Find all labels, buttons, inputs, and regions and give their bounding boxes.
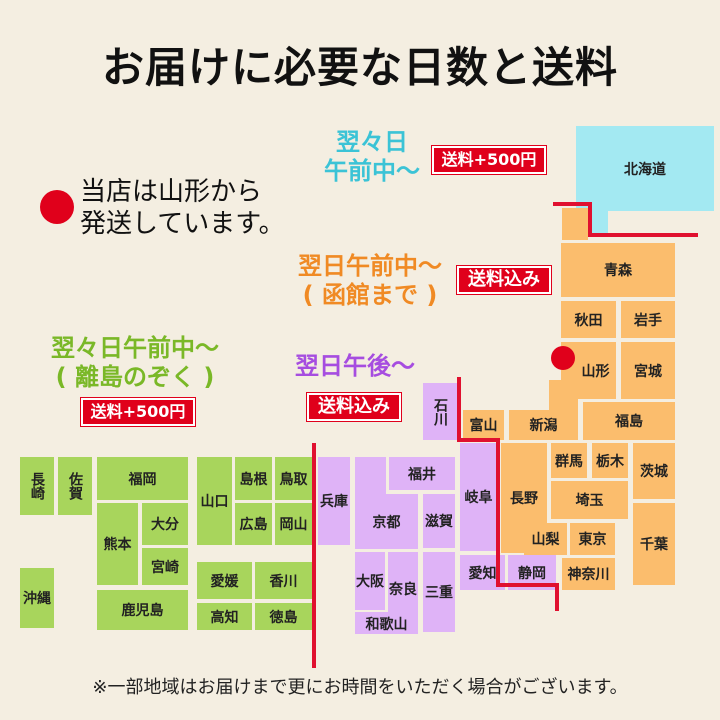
zone-tohoku-line2: ( 函館まで ): [302, 281, 438, 309]
pref-saga: 佐賀: [58, 457, 92, 515]
pref-fukui: 福井: [389, 457, 455, 490]
pref-nagasaki: 長崎: [20, 457, 54, 515]
boundary-line-north: [588, 233, 698, 237]
zone-west-fee-badge: 送料+500円: [80, 397, 196, 427]
kyoto-north: [355, 457, 386, 497]
niigata-north: [549, 380, 578, 410]
pref-hokkaido: 北海道: [576, 126, 714, 211]
note-line2: 発送しています。: [80, 209, 285, 239]
pref-saitama: 埼玉: [551, 481, 628, 519]
note-line1: 当店は山形から: [80, 177, 263, 207]
pref-tochigi: 栃木: [592, 443, 628, 478]
pref-aomori: 青森: [561, 243, 675, 297]
pref-iwate: 岩手: [621, 301, 675, 338]
pref-tottori: 鳥取: [275, 457, 312, 500]
zone-west-line2: ( 離島のぞく ): [55, 363, 215, 391]
zone-tohoku-line1: 翌日午前中～: [298, 252, 442, 280]
zone-kansai-label: 翌日午後～: [295, 352, 415, 380]
pref-okinawa: 沖縄: [20, 568, 54, 628]
pref-kagawa: 香川: [255, 562, 312, 599]
boundary-line-east: [555, 583, 559, 611]
pref-yamaguchi: 山口: [197, 457, 232, 545]
zone-hokkaido-label: 翌々日 午前中～: [318, 128, 426, 186]
pref-shiga: 滋賀: [423, 494, 455, 548]
pref-gunma: 群馬: [551, 443, 587, 478]
pref-tokushima: 徳島: [255, 603, 312, 630]
pref-fukushima: 福島: [583, 402, 675, 440]
pref-yamanashi: 山梨: [524, 523, 567, 555]
zone-hokkaido-fee-badge: 送料+500円: [431, 145, 547, 175]
boundary-line-north: [553, 202, 591, 206]
page-title: お届けに必要な日数と送料: [101, 43, 618, 92]
pref-gifu: 岐阜: [460, 443, 497, 551]
zone-hokkaido-line2: 午前中～: [324, 157, 420, 185]
zone-hokkaido-line1: 翌々日: [336, 128, 408, 156]
pref-kochi: 高知: [197, 603, 252, 630]
pref-chiba: 千葉: [633, 503, 675, 585]
pref-kanagawa: 神奈川: [562, 558, 615, 590]
pref-mie: 三重: [423, 552, 455, 632]
pref-miyazaki: 宮崎: [142, 548, 188, 585]
boundary-line-east: [457, 377, 461, 441]
pref-wakayama: 和歌山: [355, 612, 418, 634]
pref-ishikawa: 石川: [423, 383, 457, 440]
zone-west-line1: 翌々日午前中～: [51, 334, 219, 362]
pref-kagoshima: 鹿児島: [97, 590, 188, 630]
pref-tokyo: 東京: [570, 523, 615, 555]
boundary-line-east: [457, 438, 499, 442]
origin-note: 当店は山形から 発送しています。: [80, 176, 285, 240]
hakodate-area: [562, 208, 588, 240]
pref-fukuoka: 福岡: [97, 457, 188, 500]
pref-osaka: 大阪: [355, 552, 385, 610]
zone-tohoku-label: 翌日午前中～ ( 函館まで ): [290, 252, 450, 310]
pref-hyogo: 兵庫: [318, 457, 350, 545]
pref-kumamoto: 熊本: [97, 503, 138, 585]
boundary-line-west: [312, 443, 316, 668]
pref-miyagi: 宮城: [621, 342, 675, 399]
boundary-line-east: [496, 438, 500, 586]
pref-ibaraki: 茨城: [633, 443, 675, 499]
zone-west-label: 翌々日午前中～ ( 離島のぞく ): [40, 334, 230, 392]
origin-marker-icon: [40, 190, 74, 224]
boundary-line-east: [496, 583, 556, 587]
boundary-line-north: [588, 202, 592, 236]
pref-akita: 秋田: [561, 301, 616, 338]
pref-shimane: 島根: [235, 457, 272, 500]
zone-tohoku-fee-badge: 送料込み: [456, 265, 552, 295]
pref-ehime: 愛媛: [197, 562, 252, 599]
pref-toyama: 富山: [463, 410, 504, 440]
pref-oita: 大分: [142, 503, 188, 545]
pref-hiroshima: 広島: [235, 503, 272, 545]
pref-niigata: 新潟: [509, 410, 578, 440]
yamagata-origin-marker-icon: [551, 346, 575, 370]
hokkaido-south: [588, 205, 608, 235]
footer-note: ※一部地域はお届けまで更にお時間をいただく場合がございます。: [92, 677, 628, 698]
pref-okayama: 岡山: [275, 503, 312, 545]
zone-kansai-fee-badge: 送料込み: [306, 392, 402, 422]
pref-kyoto: 京都: [355, 494, 418, 549]
